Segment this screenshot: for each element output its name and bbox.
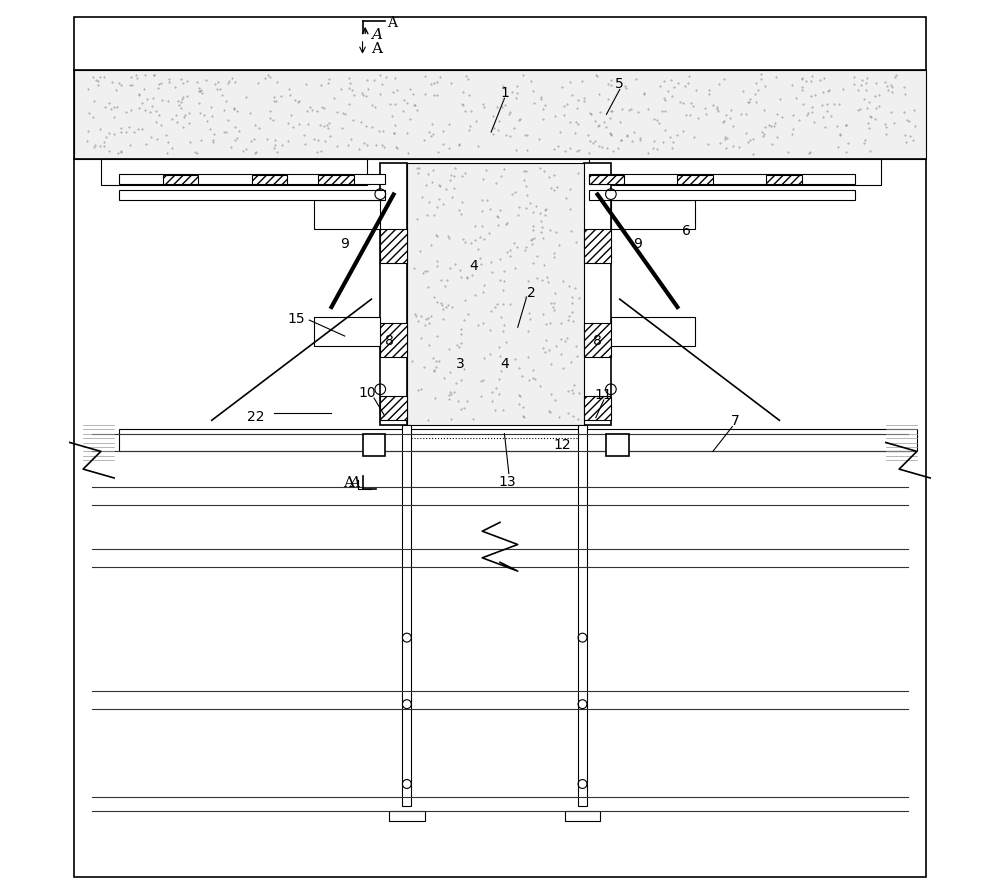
Text: 6: 6 [682,223,691,237]
Text: 5: 5 [615,77,624,91]
Text: 11: 11 [595,387,613,401]
Text: A: A [371,28,382,43]
Bar [402,425,411,806]
Bar [407,164,584,425]
Bar [380,164,407,425]
Text: 4: 4 [500,356,509,370]
Bar [74,71,926,159]
Bar [589,175,624,185]
Bar [380,323,407,357]
Text: 1: 1 [500,86,509,100]
Bar [589,190,855,201]
Bar [119,190,385,201]
Text: 15: 15 [287,312,305,326]
Bar [606,434,629,456]
Bar [314,200,380,229]
Bar [389,811,425,821]
Text: 13: 13 [498,474,516,488]
Bar [314,318,380,347]
Bar [578,425,587,806]
Bar [163,175,198,185]
Bar [677,175,713,185]
Bar [101,159,367,186]
Text: A: A [349,476,360,490]
Bar [589,175,855,185]
Text: 8: 8 [385,334,394,348]
Bar [252,175,287,185]
Bar [589,159,881,186]
Bar [584,164,611,425]
Text: 10: 10 [358,385,376,400]
Bar [119,430,917,452]
Bar [119,175,385,185]
Text: 3: 3 [456,356,464,370]
Bar [363,434,385,456]
Text: 12: 12 [553,438,571,452]
Bar [380,229,407,263]
Bar [584,229,611,263]
Bar [584,397,611,420]
Text: 9: 9 [633,237,642,251]
Text: 7: 7 [731,414,739,428]
Bar [318,175,354,185]
Text: 4: 4 [469,259,478,273]
Bar [565,811,600,821]
Bar [611,318,695,347]
Text: A: A [343,476,354,490]
Bar [611,200,695,229]
Text: 22: 22 [247,409,265,424]
Text: 2: 2 [527,285,535,299]
Bar [584,323,611,357]
Bar [766,175,802,185]
Text: A: A [387,16,397,30]
Text: A: A [371,42,382,56]
Text: 8: 8 [593,334,602,348]
Bar [380,397,407,420]
Text: 9: 9 [340,237,349,251]
